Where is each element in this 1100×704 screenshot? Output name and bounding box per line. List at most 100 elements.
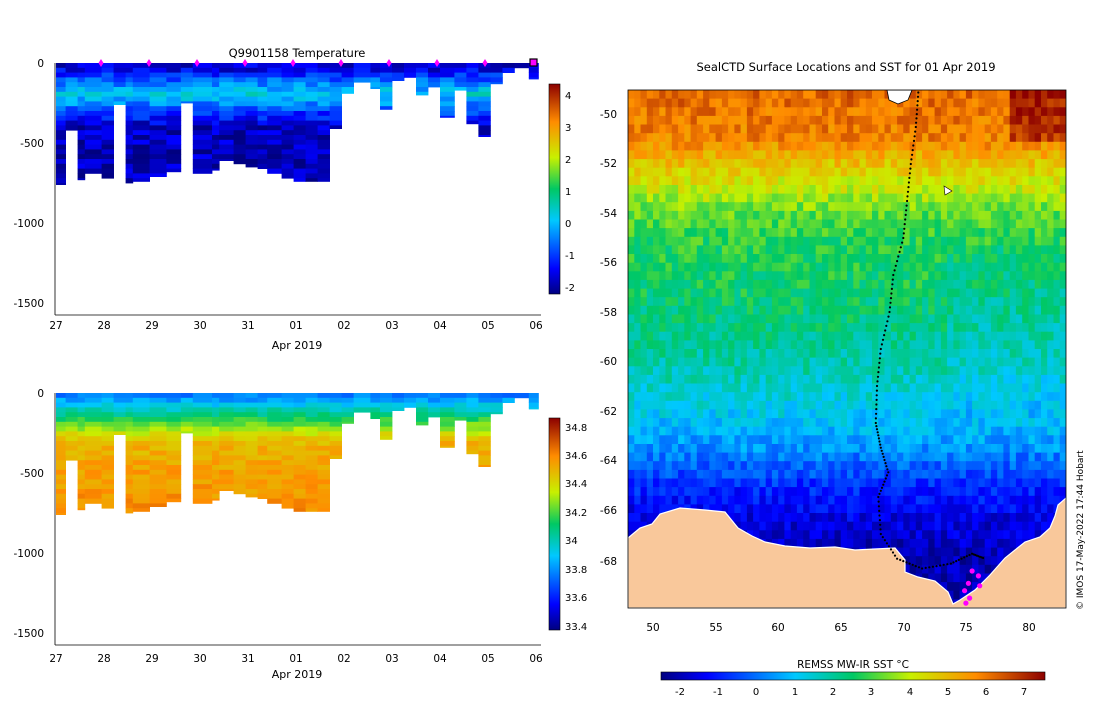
sst-cell (734, 150, 741, 159)
sst-cell (628, 211, 635, 220)
profile-cell (212, 68, 220, 73)
sst-cell (872, 487, 879, 496)
sst-cell (922, 479, 929, 488)
sst-cell (822, 366, 829, 375)
sst-cell (1060, 185, 1067, 194)
sst-cell (709, 392, 716, 401)
sst-cell (872, 185, 879, 194)
sst-cell (972, 530, 979, 539)
sst-cell (747, 176, 754, 185)
sst-cell (947, 401, 954, 410)
sst-cell (691, 159, 698, 168)
sst-cell (716, 470, 723, 479)
sst-cell (1054, 349, 1061, 358)
sst-cell (997, 427, 1004, 436)
sst-cell (1041, 245, 1048, 254)
profile-cell (478, 407, 490, 412)
profile-cell (126, 125, 134, 130)
profile-cell (318, 97, 330, 102)
sst-cell (734, 323, 741, 332)
sst-cell (1047, 375, 1054, 384)
sst-cell (872, 504, 879, 513)
sst-cell (672, 263, 679, 272)
sst-cell (722, 116, 729, 125)
sst-cell (716, 479, 723, 488)
sst-cell (716, 306, 723, 315)
sst-cell (709, 306, 716, 315)
sst-cell (703, 202, 710, 211)
profile-cell (56, 479, 66, 484)
sst-cell (847, 392, 854, 401)
sst-cell (941, 340, 948, 349)
sst-cell (666, 487, 673, 496)
sst-cell (1047, 297, 1054, 306)
sst-cell (703, 159, 710, 168)
sst-cell (678, 107, 685, 116)
sst-cell (628, 392, 635, 401)
sst-cell (953, 530, 960, 539)
sst-map-panel: SealCTD Surface Locations and SST for 01… (600, 60, 1067, 698)
profile-cell (114, 87, 126, 92)
profile-cell (246, 77, 258, 82)
sst-cell (766, 150, 773, 159)
sst-cell (734, 245, 741, 254)
sst-cell (1016, 289, 1023, 298)
sst-cell (634, 306, 641, 315)
sst-cell (810, 254, 817, 263)
sst-cell (922, 461, 929, 470)
profile-cell (56, 183, 66, 185)
sst-cell (734, 280, 741, 289)
sst-cell (947, 470, 954, 479)
sst-cell (766, 340, 773, 349)
sst-cell (935, 375, 942, 384)
profile-cell (258, 446, 268, 451)
sst-cell (672, 142, 679, 151)
sst-cell (734, 168, 741, 177)
sst-cell (653, 168, 660, 177)
profile-cell (133, 169, 150, 174)
sst-cell (728, 150, 735, 159)
profile-cell (166, 451, 181, 456)
sst-cell (828, 168, 835, 177)
profile-cell (166, 393, 181, 398)
sst-cell (791, 427, 798, 436)
profile-cell (282, 489, 294, 494)
sst-cell (860, 237, 867, 246)
sst-cell (1047, 237, 1054, 246)
sst-cell (847, 349, 854, 358)
sst-cell (753, 263, 760, 272)
salinity-colorbar-tick: 34.4 (565, 479, 587, 490)
sst-cell (797, 427, 804, 436)
profile-cell (294, 135, 306, 140)
profile-cell (294, 82, 306, 87)
sst-cell (647, 202, 654, 211)
sst-cell (684, 90, 691, 99)
sst-cell (903, 263, 910, 272)
sst-cell (697, 358, 704, 367)
sst-cell (1029, 159, 1036, 168)
profile-cell (193, 140, 213, 145)
sst-cell (922, 539, 929, 548)
sst-cell (891, 211, 898, 220)
sst-cell (759, 522, 766, 531)
sst-cell (666, 340, 673, 349)
sst-cell (1060, 194, 1067, 203)
profile-cell (294, 499, 306, 504)
sst-cell (1054, 150, 1061, 159)
sst-cell (666, 245, 673, 254)
sst-cell (997, 435, 1004, 444)
profile-cell (212, 77, 220, 82)
profile-cell (416, 92, 428, 96)
sst-cell (666, 202, 673, 211)
sst-cell (797, 461, 804, 470)
sst-cell (697, 332, 704, 341)
sst-cell (672, 375, 679, 384)
sst-cell (972, 522, 979, 531)
profile-cell (454, 417, 466, 421)
sst-cell (947, 418, 954, 427)
sst-cell (960, 194, 967, 203)
profile-cell (85, 446, 102, 451)
sst-cell (784, 289, 791, 298)
sst-cell (835, 479, 842, 488)
profile-cell (258, 422, 268, 427)
